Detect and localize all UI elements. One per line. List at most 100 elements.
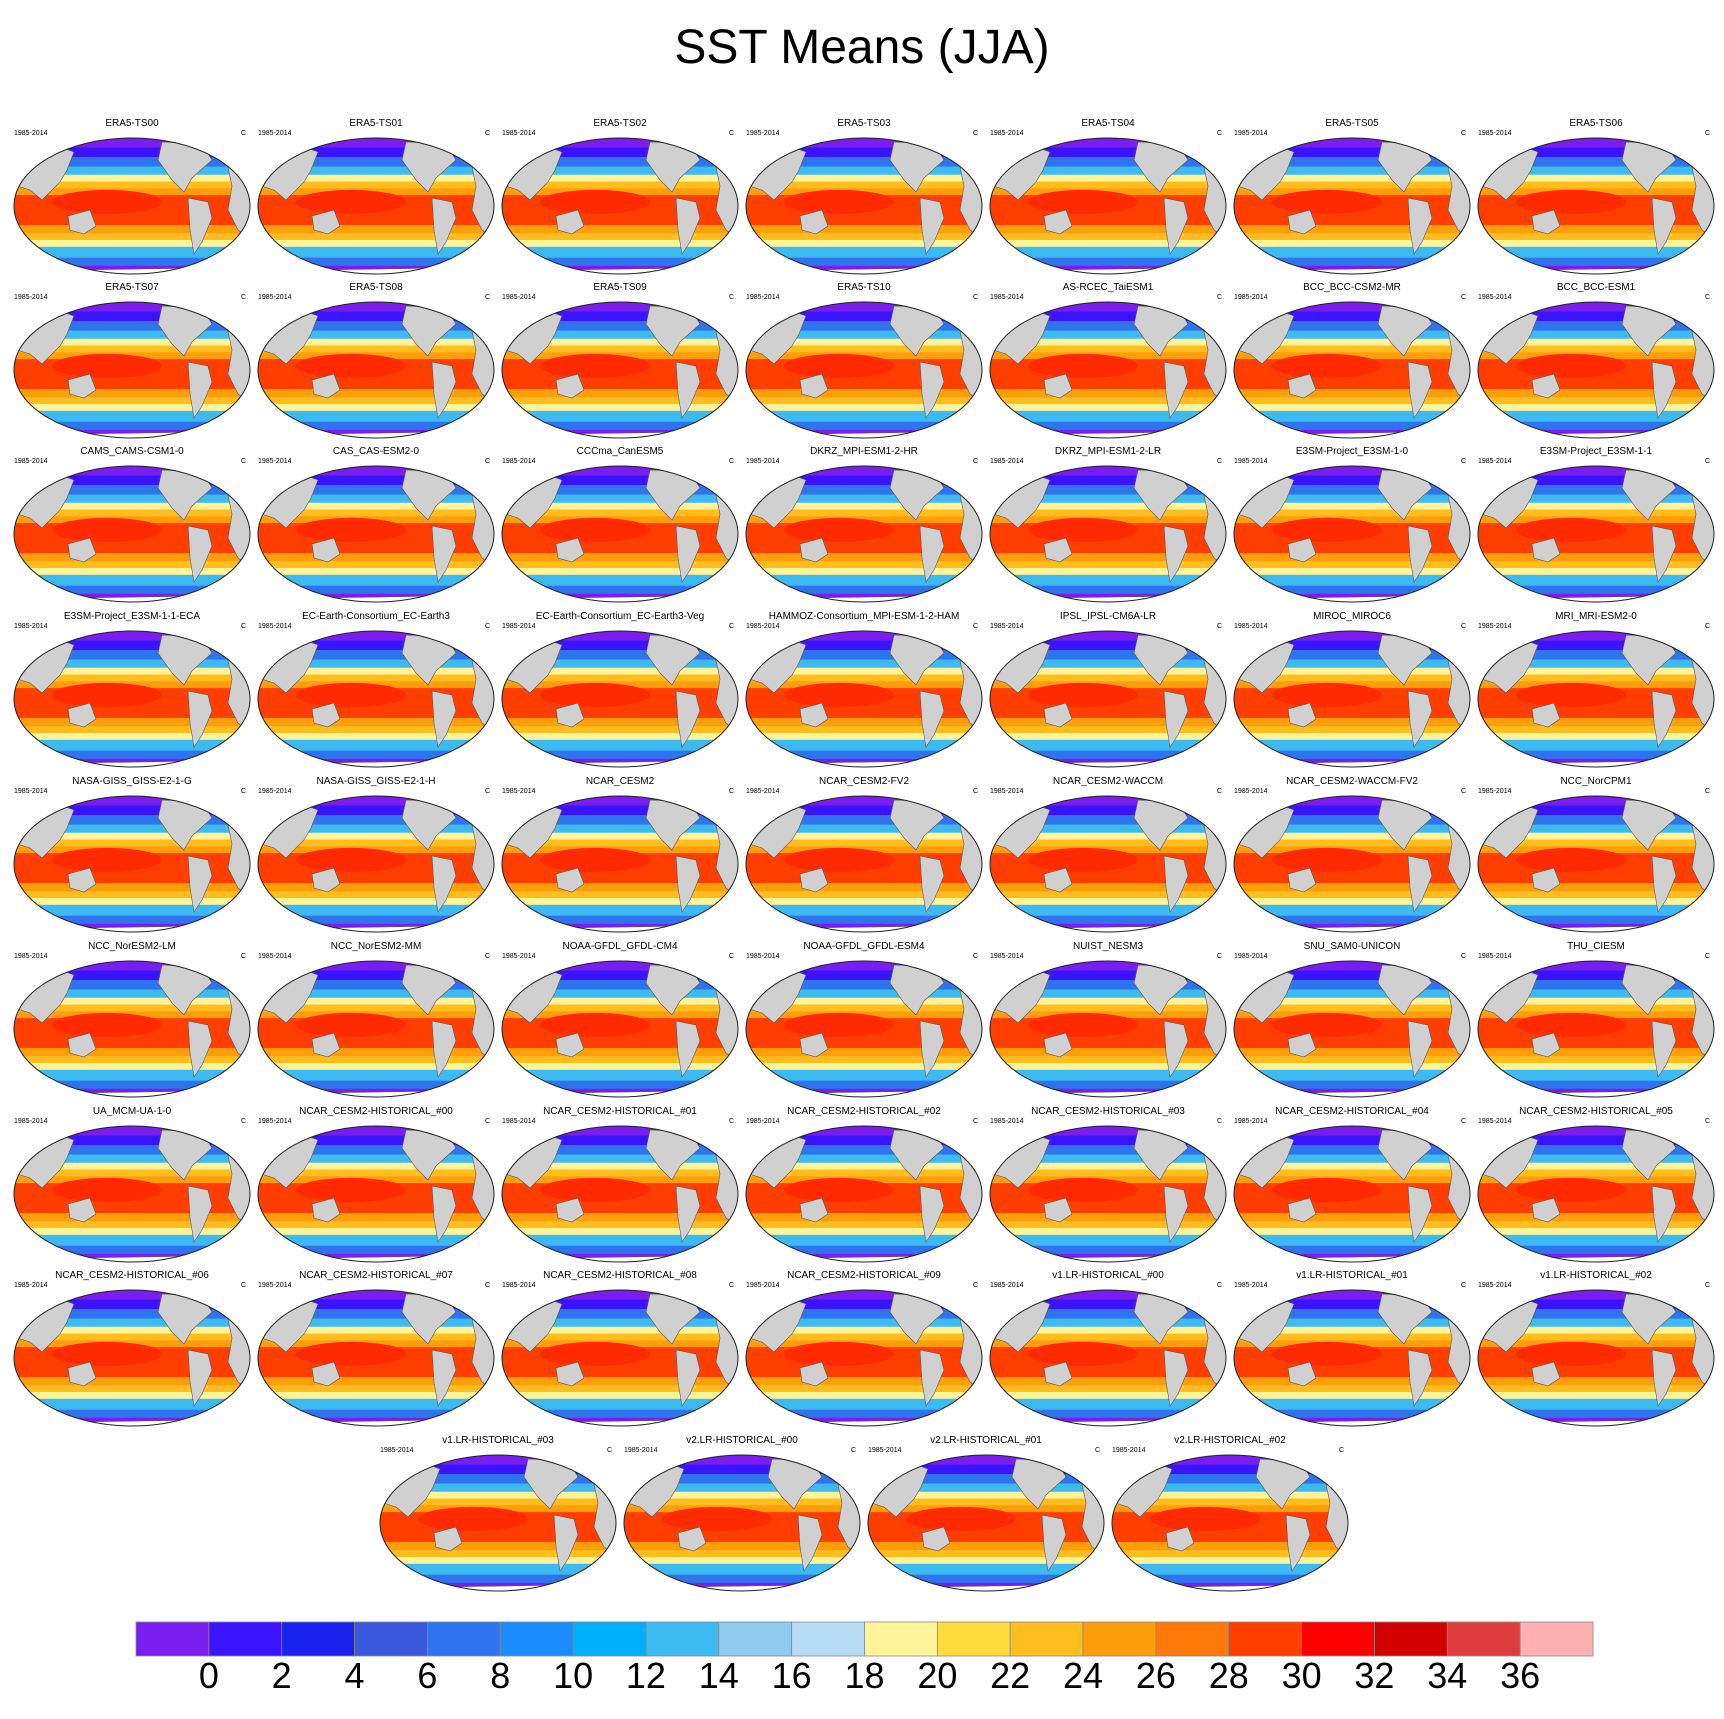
sst-map (257, 301, 495, 439)
panel-title: CAMS_CAMS-CSM1-0 (80, 446, 184, 457)
panel-period: 1985-2014 (502, 788, 536, 795)
panel-title: v2.LR-HISTORICAL_#01 (930, 1435, 1042, 1446)
panel-units: C (728, 953, 734, 960)
panel-period: 1985-2014 (624, 1447, 658, 1454)
panel-period: 1985-2014 (502, 458, 536, 465)
panel-period: 1985-2014 (14, 130, 48, 137)
panel-units: C (1338, 1447, 1344, 1454)
panel-units: C (850, 1447, 856, 1454)
panel-period: 1985-2014 (502, 294, 536, 301)
panel-units: C (484, 788, 490, 795)
panel-period: 1985-2014 (502, 130, 536, 137)
panel-units: C (484, 1118, 490, 1125)
panel-title: NCC_NorESM2-LM (88, 941, 176, 952)
panel-period: 1985-2014 (990, 953, 1024, 960)
panel-units: C (728, 458, 734, 465)
panel-title: ERA5-TS09 (593, 282, 647, 293)
map-panel: ERA5-TS06 1985-2014 C (1476, 118, 1716, 278)
colorbar-swatch (1009, 1621, 1084, 1657)
panel-period: 1985-2014 (258, 130, 292, 137)
colorbar-tick-label: 26 (1135, 1655, 1176, 1696)
sst-map (257, 795, 495, 933)
panel-units: C (240, 1118, 246, 1125)
sst-map (745, 1125, 983, 1263)
map-panel: ERA5-TS07 1985-2014 C (12, 282, 252, 442)
panel-units: C (1704, 294, 1710, 301)
colorbar-swatch (354, 1621, 428, 1657)
colorbar-tick-label: 2 (271, 1655, 292, 1696)
panel-units: C (972, 623, 978, 630)
panel-period: 1985-2014 (746, 953, 780, 960)
map-panel: NCAR_CESM2-HISTORICAL_#02 1985-2014 C (744, 1106, 984, 1266)
sst-map (379, 1454, 617, 1592)
sst-map (867, 1454, 1105, 1592)
map-panel: NCAR_CESM2-HISTORICAL_#03 1985-2014 C (988, 1106, 1228, 1266)
panel-units: C (728, 294, 734, 301)
panel-title: EC-Earth-Consortium_EC-Earth3-Veg (535, 611, 705, 622)
panel-units: C (728, 623, 734, 630)
panel-units: C (972, 458, 978, 465)
colorbar-swatch (1082, 1621, 1157, 1657)
panel-title: IPSL_IPSL-CM6A-LR (1059, 611, 1157, 622)
map-panel: v1.LR-HISTORICAL_#01 1985-2014 C (1232, 1270, 1472, 1430)
map-panel: THU_CIESM 1985-2014 C (1476, 941, 1716, 1101)
panel-title: NOAA-GFDL_GFDL-ESM4 (803, 941, 925, 952)
colorbar-tick-label: 14 (698, 1655, 739, 1696)
panel-title: ERA5-TS10 (837, 282, 891, 293)
panel-title: NCAR_CESM2-HISTORICAL_#04 (1275, 1106, 1429, 1117)
panel-period: 1985-2014 (502, 953, 536, 960)
map-panel: NCC_NorESM2-MM 1985-2014 C (256, 941, 496, 1101)
sst-map (745, 960, 983, 1098)
panel-period: 1985-2014 (1478, 623, 1512, 630)
panel-title: v2.LR-HISTORICAL_#00 (686, 1435, 798, 1446)
panel-title: NCAR_CESM2-HISTORICAL_#07 (299, 1270, 453, 1281)
panel-title: E3SM-Project_E3SM-1-1 (1539, 446, 1653, 457)
sst-map (13, 960, 251, 1098)
sst-map (1477, 301, 1715, 439)
panel-period: 1985-2014 (746, 788, 780, 795)
colorbar-tick-label: 36 (1500, 1655, 1541, 1696)
map-panel: NOAA-GFDL_GFDL-CM4 1985-2014 C (500, 941, 740, 1101)
panel-title: v1.LR-HISTORICAL_#00 (1052, 1270, 1164, 1281)
colorbar-swatch (1301, 1621, 1375, 1657)
sst-map (989, 795, 1227, 933)
panel-units: C (972, 788, 978, 795)
sst-map (13, 301, 251, 439)
panel-units: C (1460, 788, 1466, 795)
map-panel: NASA-GISS_GISS-E2-1-G 1985-2014 C (12, 776, 252, 936)
map-panel: v2.LR-HISTORICAL_#01 1985-2014 C (866, 1435, 1106, 1595)
panel-units: C (1704, 788, 1710, 795)
sst-map (1477, 630, 1715, 768)
map-panel: E3SM-Project_E3SM-1-1 1985-2014 C (1476, 446, 1716, 606)
panel-units: C (240, 953, 246, 960)
sst-map (1477, 465, 1715, 603)
map-panel: CCCma_CanESM5 1985-2014 C (500, 446, 740, 606)
map-panel: NCAR_CESM2-HISTORICAL_#01 1985-2014 C (500, 1106, 740, 1266)
panel-title: NCAR_CESM2 (585, 776, 655, 787)
map-panel: BCC_BCC-CSM2-MR 1985-2014 C (1232, 282, 1472, 442)
panel-period: 1985-2014 (258, 623, 292, 630)
panel-title: EC-Earth-Consortium_EC-Earth3 (302, 611, 450, 622)
panel-units: C (606, 1447, 612, 1454)
panel-units: C (484, 130, 490, 137)
panel-title: NCAR_CESM2-HISTORICAL_#08 (543, 1270, 697, 1281)
map-panel: NCAR_CESM2-FV2 1985-2014 C (744, 776, 984, 936)
sst-map (13, 465, 251, 603)
map-panel: MRI_MRI-ESM2-0 1985-2014 C (1476, 611, 1716, 771)
panel-units: C (1460, 1282, 1466, 1289)
sst-map (1233, 465, 1471, 603)
panel-title: NCAR_CESM2-HISTORICAL_#05 (1519, 1106, 1673, 1117)
panel-title: NCC_NorCPM1 (1560, 776, 1632, 787)
sst-map (257, 630, 495, 768)
panel-units: C (1216, 788, 1222, 795)
map-panel: AS-RCEC_TaiESM1 1985-2014 C (988, 282, 1228, 442)
panel-period: 1985-2014 (14, 1282, 48, 1289)
colorbar-tick-label: 6 (417, 1655, 438, 1696)
panel-period: 1985-2014 (1234, 130, 1268, 137)
sst-map (745, 137, 983, 275)
sst-map (1233, 1125, 1471, 1263)
sst-map (745, 630, 983, 768)
colorbar-tick-label: 16 (771, 1655, 812, 1696)
map-panel: E3SM-Project_E3SM-1-1-ECA 1985-2014 C (12, 611, 252, 771)
colorbar-swatch (572, 1621, 647, 1657)
